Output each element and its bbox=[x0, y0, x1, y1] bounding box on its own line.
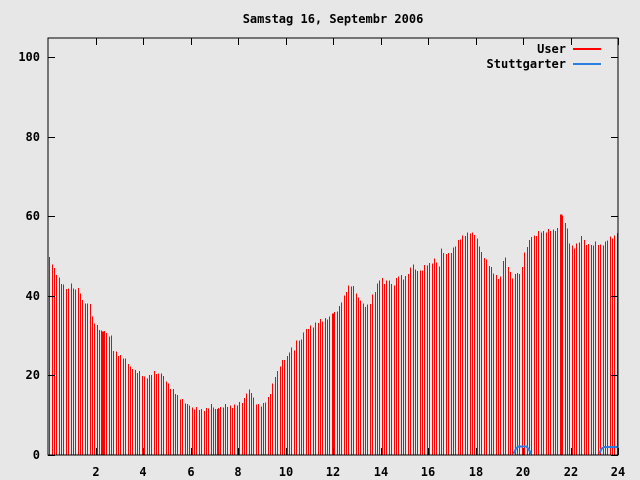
x-tick-label: 20 bbox=[516, 465, 530, 479]
x-tick-label: 22 bbox=[564, 465, 578, 479]
stuttgarter-line-segment bbox=[512, 445, 533, 455]
user-solid-spike bbox=[217, 408, 220, 455]
x-tick-label: 24 bbox=[611, 465, 625, 479]
x-axis-tick-labels: 2 4 6 8 10 12 14 16 18 20 22 24 bbox=[92, 465, 625, 479]
x-tick-label: 10 bbox=[279, 465, 293, 479]
y-tick-label: 100 bbox=[18, 50, 40, 64]
y-tick-label: 80 bbox=[26, 130, 40, 144]
x-tick-label: 16 bbox=[421, 465, 435, 479]
x-tick-label: 12 bbox=[326, 465, 340, 479]
y-tick-label: 0 bbox=[33, 448, 40, 462]
user-solid-spike bbox=[332, 313, 335, 455]
user-series-solid-spikes bbox=[102, 214, 563, 455]
legend-label-user: User bbox=[537, 42, 566, 56]
x-tick-label: 18 bbox=[469, 465, 483, 479]
y-tick-label: 40 bbox=[26, 289, 40, 303]
legend-label-stuttgarter: Stuttgarter bbox=[487, 57, 566, 71]
y-tick-label: 60 bbox=[26, 209, 40, 223]
y-axis-tick-labels: 0 20 40 60 80 100 bbox=[18, 50, 40, 462]
legend: User Stuttgarter bbox=[487, 42, 601, 71]
user-solid-spike bbox=[560, 214, 563, 455]
y-axis-ticks bbox=[48, 57, 618, 456]
x-tick-label: 8 bbox=[234, 465, 241, 479]
chart-title: Samstag 16, Septembr 2006 bbox=[243, 12, 424, 26]
y-tick-label: 20 bbox=[26, 368, 40, 382]
user-solid-spike bbox=[102, 331, 105, 455]
x-tick-label: 6 bbox=[187, 465, 194, 479]
stuttgarter-series-line bbox=[512, 445, 618, 455]
x-tick-label: 14 bbox=[374, 465, 388, 479]
stuttgarter-line-segment bbox=[598, 446, 618, 454]
x-tick-label: 4 bbox=[139, 465, 146, 479]
x-axis-ticks bbox=[96, 38, 619, 455]
x-tick-label: 2 bbox=[92, 465, 99, 479]
